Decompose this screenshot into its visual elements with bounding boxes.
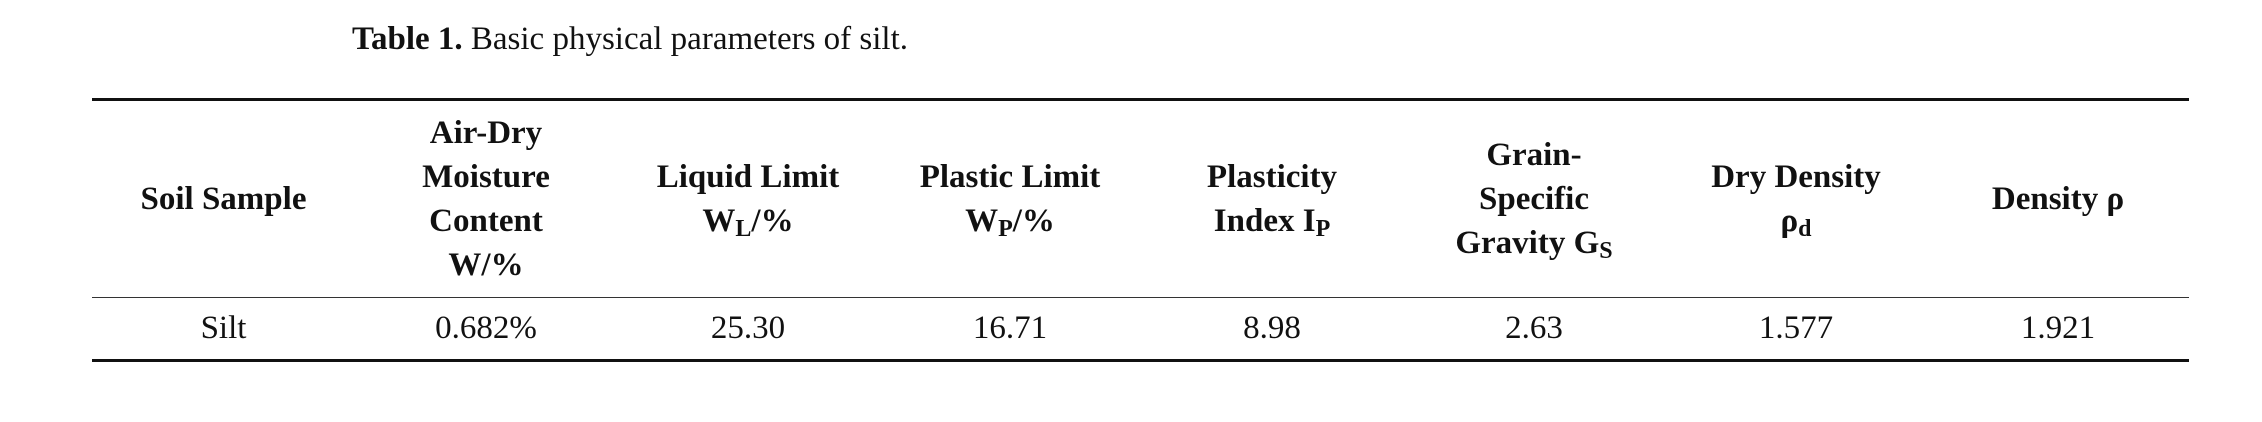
header-plasticity-index: Plasticity Index IP (1206, 159, 1338, 242)
header-row: Soil Sample Air-Dry Moisture Content W/%… (92, 99, 2189, 298)
cell-plastic-limit: 16.71 (972, 310, 1048, 346)
header-grain-specific-gravity: Grain-Specific Gravity GS (1455, 137, 1613, 264)
table-row: Silt 0.682% 25.30 16.71 8.98 2.63 1.577 … (92, 298, 2189, 361)
table-caption: Table 1. Basic physical parameters of si… (0, 14, 1260, 64)
cell-plasticity-index: 8.98 (1243, 310, 1301, 346)
cell-air-dry-moisture: 0.682% (435, 310, 537, 346)
data-table: Soil Sample Air-Dry Moisture Content W/%… (92, 98, 2189, 362)
header-air-dry-moisture: Air-Dry Moisture Content W/% (422, 115, 550, 283)
table-container: Soil Sample Air-Dry Moisture Content W/%… (92, 98, 2189, 362)
cell-density: 1.921 (2020, 310, 2096, 346)
header-dry-density: Dry Density ρd (1711, 159, 1881, 242)
header-liquid-limit: Liquid Limit WL/% (656, 159, 840, 242)
header-plastic-limit: Plastic Limit WP/% (919, 159, 1101, 242)
caption-label: Table 1. (351, 21, 463, 57)
cell-liquid-limit: 25.30 (710, 310, 786, 346)
cell-dry-density: 1.577 (1758, 310, 1834, 346)
caption-text: Basic physical parameters of silt. (462, 21, 909, 57)
header-soil-sample: Soil Sample (140, 181, 307, 217)
cell-grain-specific-gravity: 2.63 (1505, 310, 1563, 346)
cell-soil-sample: Silt (200, 310, 247, 346)
header-density: Density ρ (1991, 181, 2125, 217)
